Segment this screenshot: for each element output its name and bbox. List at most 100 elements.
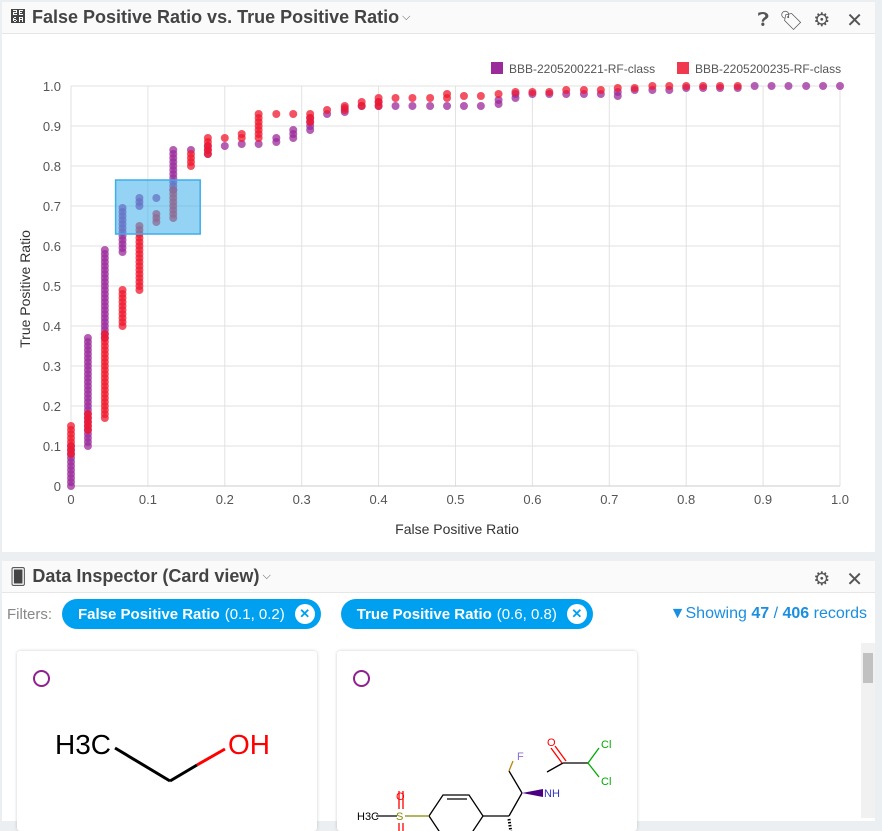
data-point xyxy=(391,94,400,102)
data-point xyxy=(665,82,674,90)
y-tick-label: 0.1 xyxy=(43,439,61,454)
data-point xyxy=(613,84,622,92)
data-point xyxy=(289,126,298,134)
remove-filter-icon[interactable]: ✕ xyxy=(566,604,587,624)
data-point xyxy=(237,130,246,138)
inspector-header: 🂠︎ Data Inspector (Card view) ⌵ ⚙︎ ✕ xyxy=(2,561,875,593)
gear-icon[interactable]: ⚙︎ xyxy=(813,10,831,31)
data-point xyxy=(443,90,452,98)
legend-label: BBB-2205200221-RF-class xyxy=(509,62,655,76)
legend-label: BBB-2205200235-RF-class xyxy=(695,62,841,76)
x-tick-label: 0.3 xyxy=(293,492,311,507)
x-tick-label: 0.8 xyxy=(677,492,695,507)
select-radio[interactable] xyxy=(33,670,50,687)
data-point xyxy=(83,410,92,418)
data-point xyxy=(186,150,195,158)
data-point xyxy=(340,102,349,110)
chevron-down-icon[interactable]: ⌵ xyxy=(262,570,271,582)
data-point xyxy=(426,94,435,102)
y-tick-label: 1.0 xyxy=(43,79,61,94)
panel-title[interactable]: Data Inspector (Card view) xyxy=(32,566,260,586)
atom-label: OH xyxy=(228,729,270,760)
data-point xyxy=(83,334,92,342)
record-count[interactable]: ▼Showing 47 / 406 records xyxy=(670,605,867,623)
data-point xyxy=(426,102,435,110)
scrollbar[interactable] xyxy=(861,643,875,818)
data-point xyxy=(511,88,520,96)
data-point xyxy=(289,110,298,118)
data-point xyxy=(494,96,503,104)
legend: BBB-2205200221-RF-class BBB-2205200235-R… xyxy=(491,62,841,76)
atom-label: H3C xyxy=(357,811,379,823)
data-point xyxy=(579,86,588,94)
legend-swatch xyxy=(491,62,503,74)
data-point xyxy=(203,134,212,142)
legend-swatch xyxy=(677,62,689,74)
molecule-card[interactable]: H3C OH xyxy=(17,651,317,831)
data-point xyxy=(784,82,793,90)
scatter-chart-icon: ⹪ xyxy=(10,9,26,26)
close-icon[interactable]: ✕ xyxy=(846,10,863,32)
y-tick-label: 0.5 xyxy=(43,279,61,294)
filter-range: (0.1, 0.2) xyxy=(224,605,285,623)
remove-filter-icon[interactable]: ✕ xyxy=(294,604,315,624)
y-tick-label: 0.2 xyxy=(43,399,61,414)
data-point xyxy=(459,102,468,110)
scatter-plot[interactable]: 0 0.1 0.2 0.3 0.4 0.5 0.6 0.7 0.8 0.9 1.0 0 0.1 0.2 0.… xyxy=(2,34,875,550)
y-tick-label: 0.7 xyxy=(43,199,61,214)
help-icon[interactable]: ❓︎ xyxy=(757,9,770,31)
atom-label: H3C xyxy=(55,729,111,760)
x-tick-label: 0.7 xyxy=(600,492,618,507)
filter-chip[interactable]: False Positive Ratio (0.1, 0.2) ✕ xyxy=(62,599,321,629)
data-point xyxy=(220,142,229,150)
atom-label: O xyxy=(547,737,556,749)
data-point xyxy=(682,82,691,90)
data-point xyxy=(528,88,537,96)
data-point xyxy=(391,102,400,110)
tag-icon[interactable]: 🏷︎ xyxy=(779,10,804,32)
atom-label: O xyxy=(396,791,405,803)
gear-icon[interactable]: ⚙︎ xyxy=(813,569,831,590)
x-tick-label: 0.1 xyxy=(139,492,157,507)
atom-label: Cl xyxy=(601,776,611,788)
data-point xyxy=(169,146,178,154)
atom-label: NH xyxy=(544,788,560,800)
x-tick-label: 0 xyxy=(67,492,74,507)
x-tick-label: 1.0 xyxy=(831,492,849,507)
filter-range: (0.6, 0.8) xyxy=(496,605,557,623)
data-point xyxy=(408,94,417,102)
filter-chip[interactable]: True Positive Ratio (0.6, 0.8) ✕ xyxy=(340,599,593,629)
chevron-down-icon[interactable]: ⌵ xyxy=(402,11,411,23)
data-point xyxy=(237,140,246,148)
total-count: 406 xyxy=(782,605,810,622)
data-point xyxy=(272,110,281,118)
data-point xyxy=(494,90,503,98)
records-label: records xyxy=(813,605,867,622)
data-point xyxy=(750,82,759,90)
panel-title[interactable]: False Positive Ratio vs. True Positive R… xyxy=(32,7,400,27)
scrollbar-thumb[interactable] xyxy=(863,653,873,683)
data-point xyxy=(357,98,366,106)
molecule-card[interactable]: F O Cl Cl NH OH S O O H3C xyxy=(337,651,637,831)
close-icon[interactable]: ✕ xyxy=(846,569,863,591)
data-point xyxy=(819,82,828,90)
cards-icon: 🂠︎ xyxy=(10,568,27,586)
data-point xyxy=(220,134,229,142)
data-point xyxy=(545,88,554,96)
showing-label: Showing xyxy=(685,605,747,622)
atom-label: F xyxy=(517,751,524,763)
data-point xyxy=(374,94,383,102)
y-tick-label: 0.3 xyxy=(43,359,61,374)
selection-brush[interactable] xyxy=(114,179,201,235)
data-point xyxy=(630,84,639,92)
filters-label: Filters: xyxy=(7,605,52,623)
x-tick-label: 0.9 xyxy=(754,492,772,507)
data-point xyxy=(272,134,281,142)
data-point xyxy=(100,330,109,338)
scatter-plot-panel: ⹪ False Positive Ratio vs. True Positive… xyxy=(2,2,875,552)
data-point xyxy=(562,86,571,94)
select-radio[interactable] xyxy=(353,670,370,687)
data-point xyxy=(733,82,742,90)
separator: / xyxy=(773,605,779,622)
scatter-plot-header: ⹪ False Positive Ratio vs. True Positive… xyxy=(2,2,875,34)
